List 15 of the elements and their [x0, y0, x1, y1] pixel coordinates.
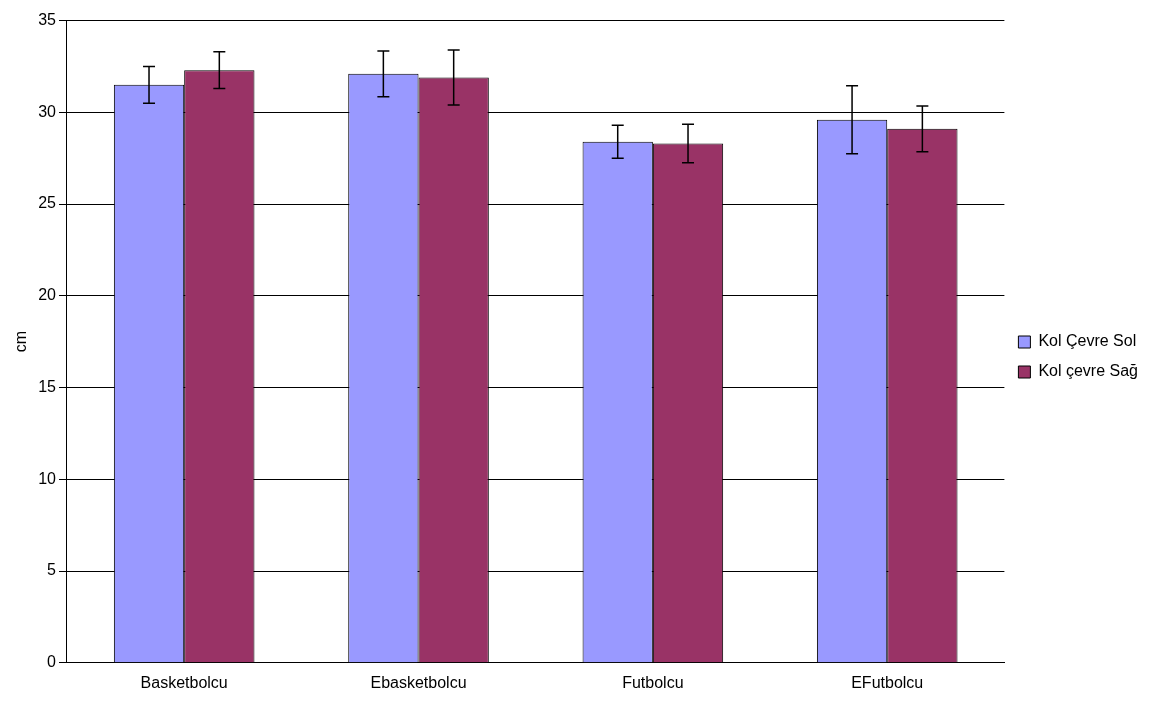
x-tick-label: EFutbolcu — [851, 673, 924, 691]
y-tick-label: 5 — [47, 561, 57, 579]
y-tick-label: 10 — [38, 469, 57, 487]
y-tick-label: 30 — [38, 102, 57, 120]
legend-label: Kol Çevre Sol — [1038, 332, 1137, 350]
y-tick-label: 25 — [38, 194, 57, 212]
x-tick-label: Ebasketbolcu — [370, 673, 467, 691]
x-tick-label: Basketbolcu — [140, 673, 228, 691]
y-tick-label: 35 — [38, 11, 57, 29]
y-tick-label: 15 — [38, 377, 57, 395]
y-tick-label: 0 — [47, 653, 57, 671]
y-axis-title: cm — [12, 331, 30, 353]
legend-label: Kol çevre Sağ — [1038, 362, 1138, 380]
x-tick-label: Futbolcu — [622, 673, 684, 691]
y-tick-label: 20 — [38, 286, 57, 304]
